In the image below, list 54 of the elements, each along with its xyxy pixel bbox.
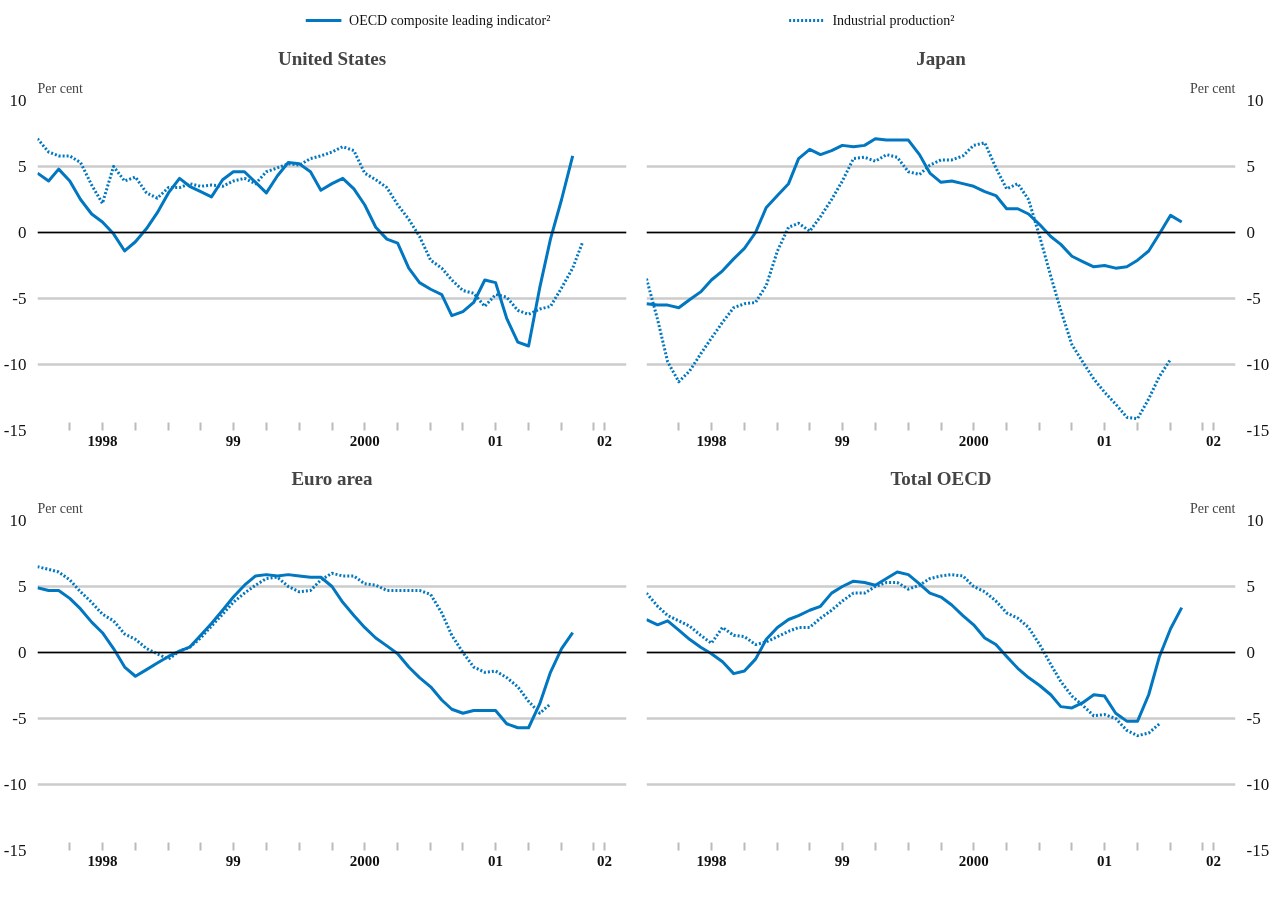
x-tick-label: 99 — [225, 852, 241, 869]
legend-label: Industrial production² — [832, 13, 955, 28]
chart-title: Japan — [916, 47, 967, 69]
x-tick-label: 01 — [1097, 852, 1113, 869]
y2-axis-title: Per cent — [1190, 80, 1236, 96]
y-tick-label: 0 — [18, 223, 27, 242]
chart-title: Total OECD — [890, 467, 992, 489]
x-tick-label: 2000 — [958, 432, 989, 449]
x-tick-label: 02 — [597, 852, 613, 869]
x-tick-label: 01 — [1097, 432, 1113, 449]
x-tick-label: 2000 — [958, 852, 989, 869]
x-tick-label: 01 — [488, 852, 504, 869]
y-tick-label: 5 — [18, 577, 27, 596]
y-tick-label: -5 — [12, 709, 27, 728]
y2-tick-label: 0 — [1246, 643, 1255, 662]
y-tick-label: -5 — [12, 289, 27, 308]
y2-tick-label: -15 — [1246, 841, 1270, 860]
y2-tick-label: -15 — [1246, 421, 1270, 440]
y2-axis-title: Per cent — [1190, 500, 1236, 516]
x-tick-label: 99 — [225, 432, 241, 449]
y-tick-label: -10 — [3, 355, 27, 374]
x-tick-label: 1998 — [87, 852, 118, 869]
x-tick-label: 01 — [488, 432, 504, 449]
x-tick-label: 2000 — [349, 432, 380, 449]
x-tick-label: 99 — [834, 852, 850, 869]
y2-tick-label: -10 — [1246, 775, 1270, 794]
y2-tick-label: 5 — [1246, 577, 1255, 596]
legend-label: OECD composite leading indicator² — [349, 13, 551, 28]
y2-tick-label: 0 — [1246, 223, 1255, 242]
y2-tick-label: 10 — [1246, 511, 1264, 530]
chart-title: United States — [277, 47, 387, 69]
y2-tick-label: -5 — [1246, 709, 1261, 728]
y2-tick-label: 10 — [1246, 91, 1264, 110]
y2-tick-label: -5 — [1246, 289, 1261, 308]
y-axis-title: Per cent — [37, 80, 84, 96]
y-tick-label: 5 — [18, 157, 27, 176]
x-tick-label: 02 — [1206, 852, 1222, 869]
y-tick-label: -10 — [3, 775, 27, 794]
x-tick-label: 1998 — [87, 432, 118, 449]
y-tick-label: -15 — [3, 421, 27, 440]
y-axis-title: Per cent — [37, 500, 84, 516]
y2-tick-label: 5 — [1246, 157, 1255, 176]
y-tick-label: -15 — [3, 841, 27, 860]
x-tick-label: 2000 — [349, 852, 380, 869]
x-tick-label: 02 — [597, 432, 613, 449]
y-tick-label: 10 — [9, 511, 27, 530]
x-tick-label: 99 — [834, 432, 850, 449]
x-tick-label: 1998 — [696, 852, 727, 869]
y-tick-label: 10 — [9, 91, 27, 110]
y2-tick-label: -10 — [1246, 355, 1270, 374]
x-tick-label: 1998 — [696, 432, 727, 449]
x-tick-label: 02 — [1206, 432, 1222, 449]
chart-title: Euro area — [291, 467, 374, 489]
y-tick-label: 0 — [18, 643, 27, 662]
